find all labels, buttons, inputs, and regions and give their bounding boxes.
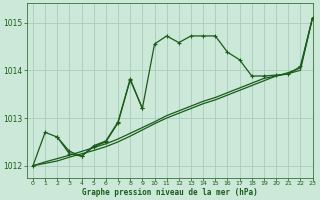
X-axis label: Graphe pression niveau de la mer (hPa): Graphe pression niveau de la mer (hPa) xyxy=(82,188,258,197)
